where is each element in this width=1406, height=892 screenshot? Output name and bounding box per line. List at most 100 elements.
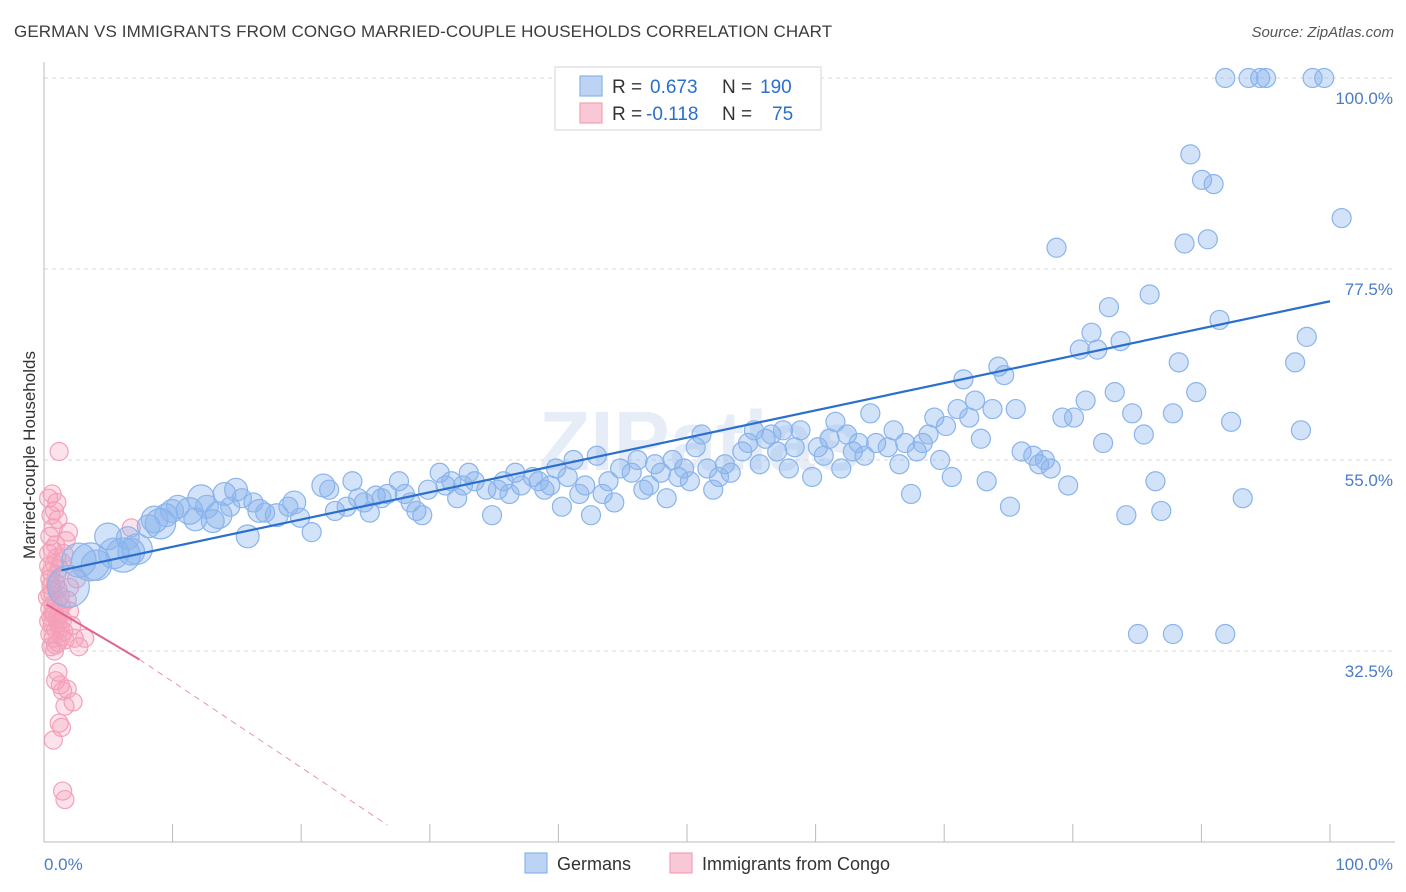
german-point-152 — [1052, 407, 1073, 428]
german-point-141 — [982, 398, 1003, 420]
german-point-106 — [767, 441, 788, 462]
legend-n-label-1: N = — [722, 77, 752, 98]
german-point-91 — [674, 458, 695, 479]
german-point-177 — [1203, 174, 1224, 195]
german-point-119 — [848, 432, 869, 454]
german-point-45 — [377, 483, 398, 505]
german-point-133 — [935, 415, 957, 437]
german-point-0 — [46, 564, 90, 608]
bottom-legend-congo-swatch — [669, 852, 693, 874]
x-tick-label-0: 0.0% — [44, 855, 83, 874]
german-point-145 — [1005, 398, 1026, 420]
german-point-132 — [930, 449, 951, 471]
german-point-24 — [224, 477, 249, 502]
y-tick-labels: 32.5% 55.0% 77.5% 100.0% — [1335, 89, 1393, 681]
german-point-134 — [941, 466, 962, 488]
trend-lines — [45, 300, 1331, 826]
german-point-180 — [1221, 411, 1242, 432]
legend-n-value-1: 190 — [760, 77, 792, 98]
axes — [43, 62, 1395, 843]
y-tick-label-1: 55.0% — [1345, 471, 1393, 490]
german-point-88 — [656, 488, 677, 509]
german-point-99 — [720, 462, 741, 483]
german-point-172 — [1174, 233, 1195, 254]
german-point-78 — [592, 483, 613, 505]
german-point-60 — [481, 505, 503, 526]
german-point-111 — [802, 466, 823, 488]
german-point-69 — [540, 475, 561, 496]
german-point-167 — [1139, 284, 1160, 305]
german-point-109 — [784, 437, 805, 458]
german-point-190 — [1285, 352, 1306, 373]
german-point-115 — [825, 411, 846, 432]
german-point-168 — [1145, 471, 1166, 492]
german-point-30 — [264, 503, 289, 528]
german-point-122 — [866, 432, 887, 454]
german-point-181 — [1232, 488, 1253, 509]
congo-point-64 — [55, 789, 75, 810]
german-point-82 — [621, 462, 642, 483]
german-point-159 — [1092, 432, 1114, 454]
german-point-171 — [1168, 352, 1189, 373]
german-point-55 — [447, 488, 468, 509]
legend-r-label-1: R = — [612, 77, 642, 98]
german-point-187 — [1290, 420, 1312, 441]
german-point-189 — [1314, 67, 1335, 89]
german-point-174 — [1186, 381, 1207, 403]
german-point-179 — [1215, 67, 1236, 89]
legend-n-value-2: 75 — [772, 104, 793, 125]
german-point-85 — [639, 475, 660, 496]
german-point-154 — [1063, 407, 1085, 428]
german-point-156 — [1075, 390, 1096, 411]
german-point-161 — [1104, 381, 1125, 403]
german-point-83 — [627, 449, 648, 471]
german-point-2 — [70, 542, 111, 582]
legend: R = 0.673 N = 190 R = -0.118 N = 75 — [554, 66, 822, 131]
german-point-135 — [947, 398, 968, 420]
watermark: ZIPatlas — [539, 394, 861, 488]
bottom-legend: Germans Immigrants from Congo — [524, 852, 890, 874]
german-point-21 — [204, 501, 233, 530]
congo-point-57 — [57, 679, 77, 699]
german-point-146 — [1011, 441, 1032, 462]
german-point-9 — [115, 526, 140, 551]
german-point-160 — [1098, 297, 1120, 318]
german-point-97 — [708, 466, 730, 488]
y-tick-label-0: 32.5% — [1345, 662, 1393, 681]
congo-trend-extension — [139, 659, 388, 826]
german-point-126 — [895, 432, 916, 454]
chart-title: GERMAN VS IMMIGRANTS FROM CONGO MARRIED-… — [14, 22, 833, 41]
german-point-110 — [790, 420, 811, 441]
german-point-19 — [194, 494, 219, 519]
congo-point-72 — [75, 628, 95, 648]
bottom-legend-congo-label: Immigrants from Congo — [702, 854, 890, 874]
german-point-166 — [1133, 424, 1154, 445]
german-point-81 — [609, 458, 631, 479]
german-point-169 — [1151, 500, 1172, 522]
german-point-125 — [889, 454, 910, 475]
german-point-63 — [499, 483, 520, 505]
german-point-164 — [1122, 403, 1143, 424]
german-point-182 — [1238, 67, 1259, 89]
german-point-20 — [200, 509, 225, 534]
congo-point-71 — [66, 569, 87, 589]
german-point-176 — [1197, 229, 1218, 250]
congo-trend-line — [45, 603, 140, 661]
german-point-121 — [860, 403, 881, 424]
german-point-34 — [301, 522, 322, 543]
german-series — [46, 67, 1352, 645]
german-point-114 — [819, 428, 840, 449]
german-point-103 — [749, 454, 770, 475]
congo-point-52 — [44, 641, 65, 661]
german-point-4 — [94, 522, 122, 551]
congo-point-59 — [55, 696, 75, 716]
german-point-72 — [557, 466, 578, 488]
german-point-151 — [1046, 237, 1067, 258]
german-point-185 — [1215, 623, 1236, 645]
german-trend-line — [61, 300, 1331, 572]
german-point-130 — [918, 424, 939, 445]
german-point-80 — [604, 492, 625, 513]
german-point-140 — [976, 471, 997, 492]
german-point-144 — [999, 496, 1021, 517]
